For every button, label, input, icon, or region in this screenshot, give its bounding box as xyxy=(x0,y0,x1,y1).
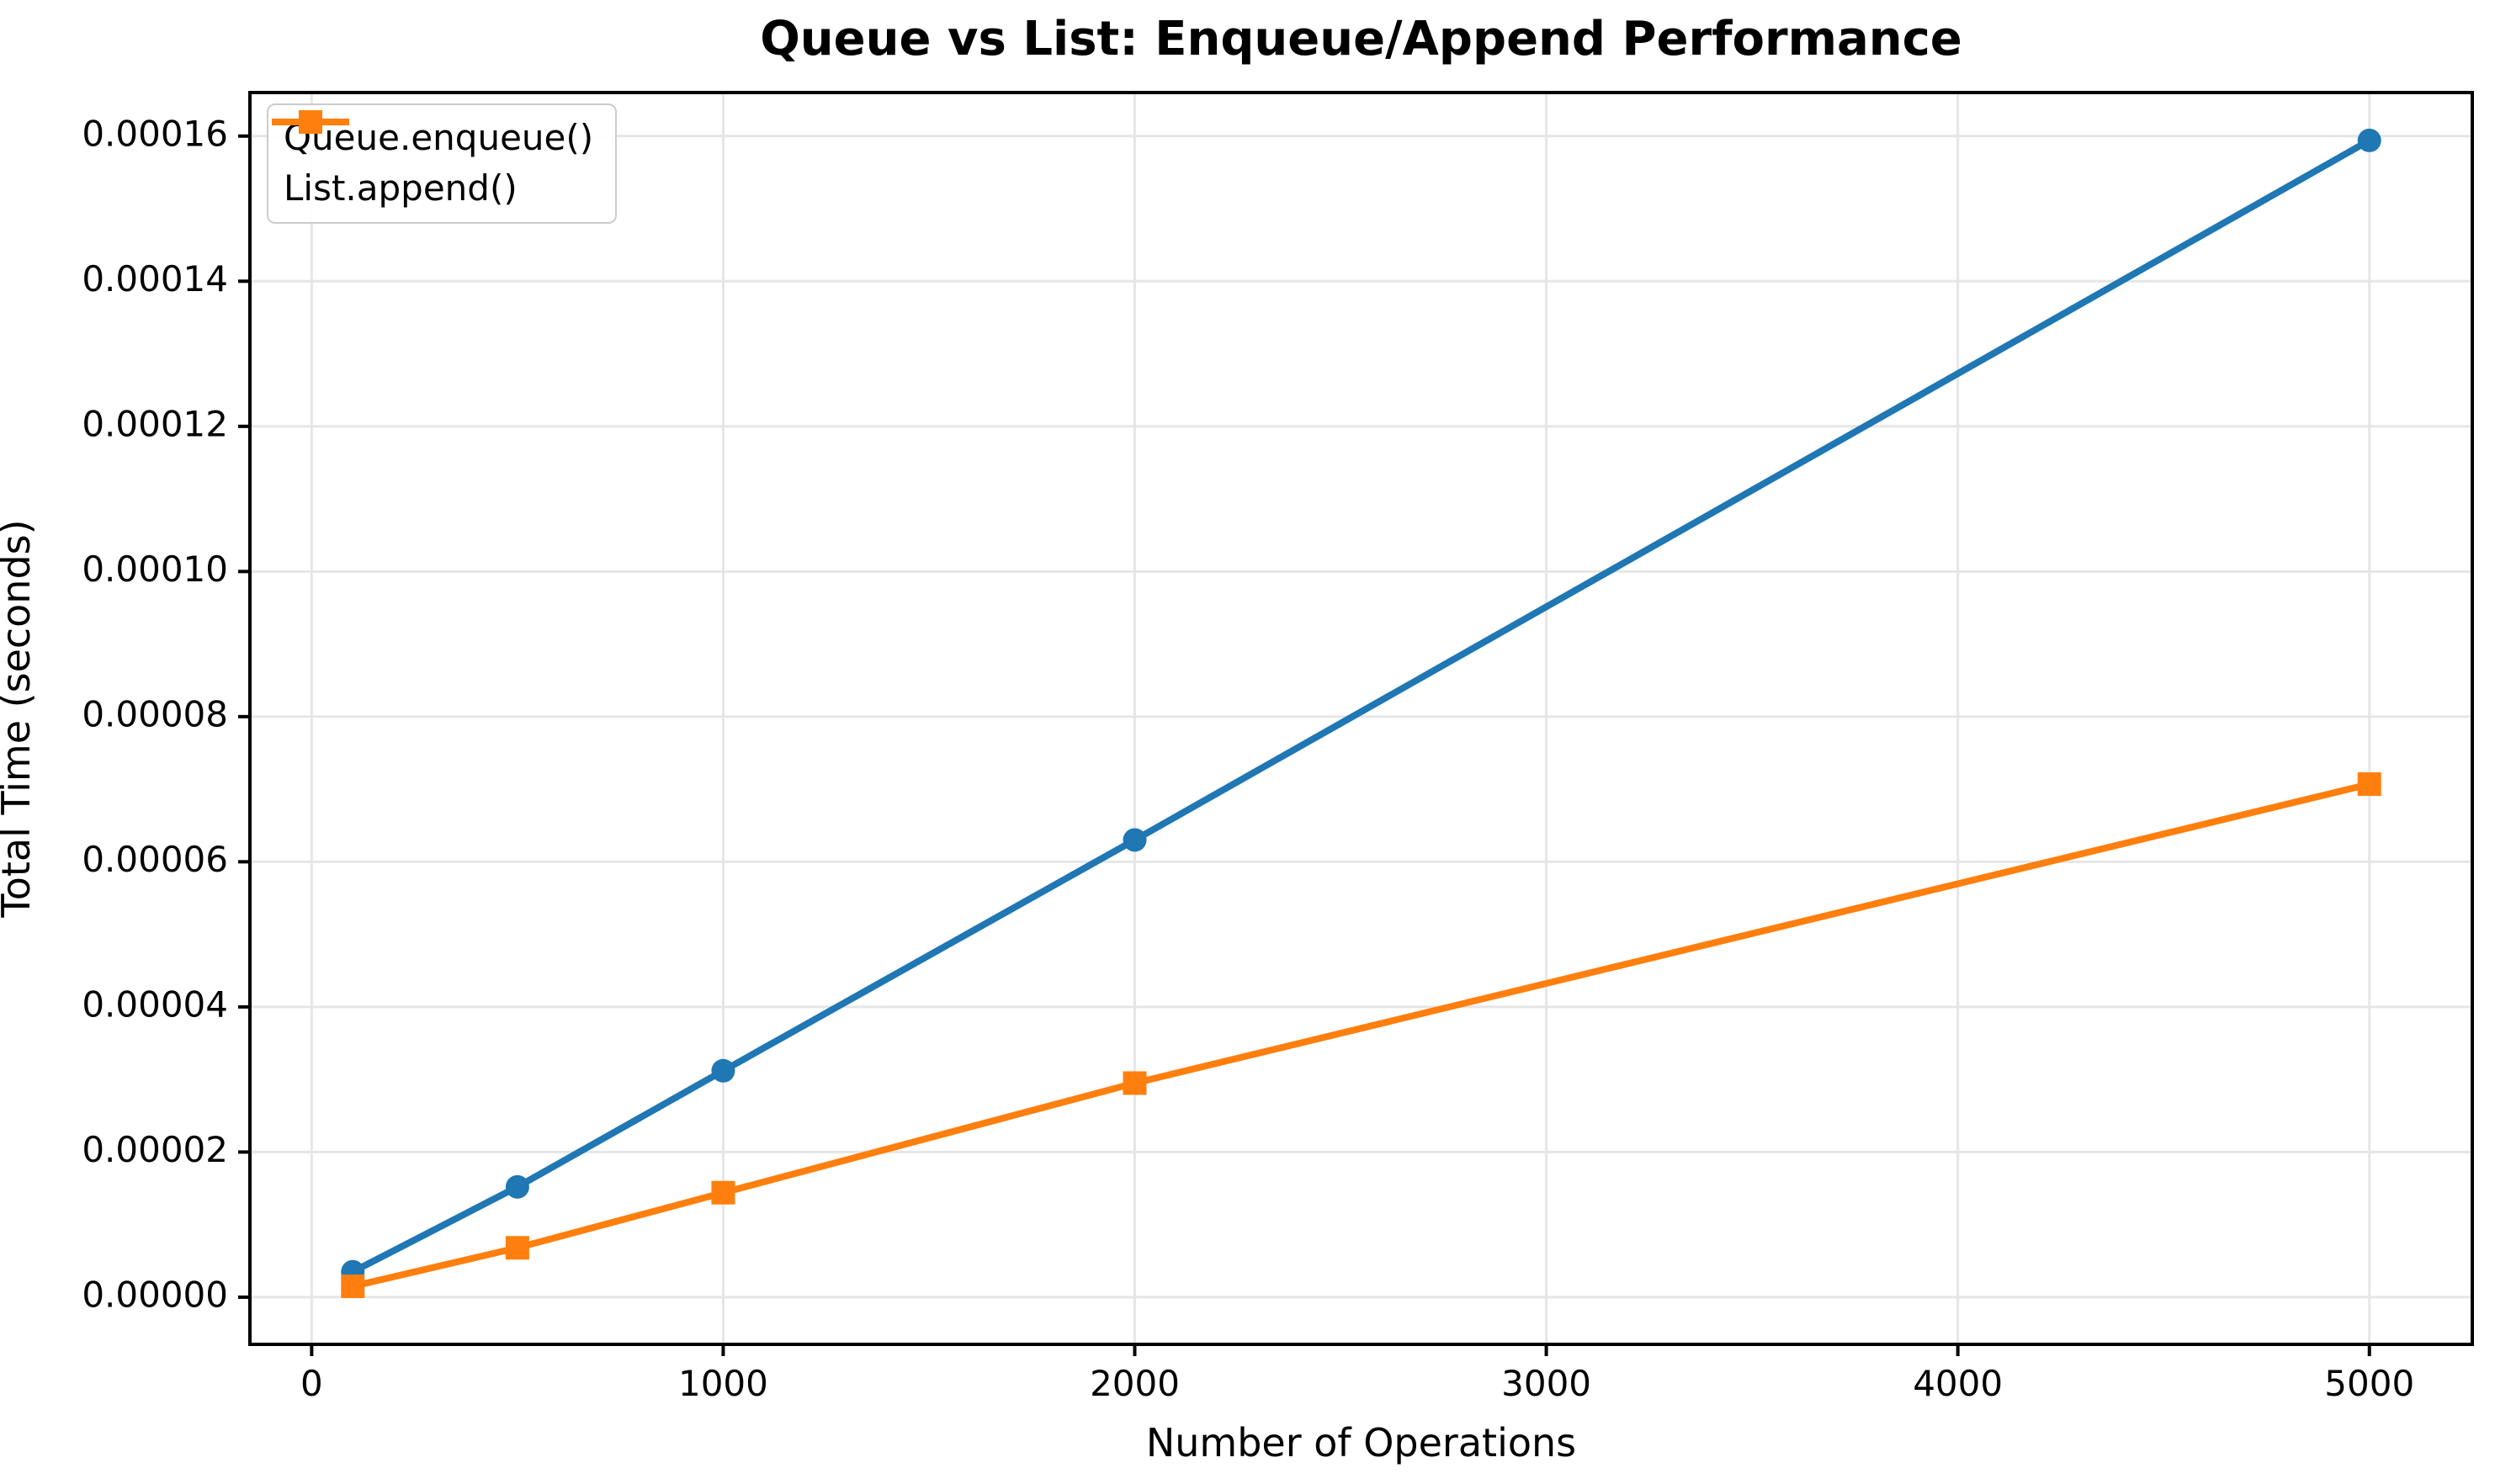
x-axis-label: Number of Operations xyxy=(1145,1420,1577,1465)
data-point-square xyxy=(711,1180,735,1205)
y-axis-label: Total Time (seconds) xyxy=(0,519,39,918)
series-line xyxy=(349,781,2373,1290)
data-point-square xyxy=(505,1236,529,1260)
axes-box xyxy=(248,91,2474,1346)
y-tick-label: 0.00014 xyxy=(82,258,228,299)
x-tick-label: 3000 xyxy=(1501,1363,1591,1404)
y-tick-label: 0.00004 xyxy=(82,983,228,1025)
x-tick-label: 2000 xyxy=(1090,1363,1180,1404)
chart-title: Queue vs List: Enqueue/Append Performanc… xyxy=(760,12,1962,66)
data-point-square xyxy=(341,1274,365,1298)
x-tick-label: 1000 xyxy=(678,1363,768,1404)
data-point-circle xyxy=(711,1058,735,1083)
y-tick-label: 0.00006 xyxy=(82,839,228,880)
legend-label: List.append() xyxy=(284,167,518,209)
series-line xyxy=(349,136,2373,1275)
data-point-circle xyxy=(505,1174,529,1199)
data-point-circle xyxy=(2357,128,2381,152)
x-tick-label: 5000 xyxy=(2324,1363,2414,1404)
y-tick-label: 0.00002 xyxy=(82,1129,228,1170)
y-tick-label: 0.00008 xyxy=(82,693,228,734)
legend-line-square-swatch xyxy=(272,110,349,134)
y-tick-label: 0.00016 xyxy=(82,113,228,154)
y-tick-label: 0.00012 xyxy=(82,403,228,444)
legend: Queue.enqueue() List.append() xyxy=(267,103,618,224)
x-tick-label: 4000 xyxy=(1913,1363,2003,1404)
y-tick-label: 0.00010 xyxy=(82,549,228,590)
y-tick-label: 0.00000 xyxy=(82,1274,228,1315)
x-tick-label: 0 xyxy=(300,1363,323,1404)
data-point-square xyxy=(2357,772,2381,797)
data-point-circle xyxy=(1123,828,1147,852)
data-point-square xyxy=(1123,1071,1147,1095)
legend-item: List.append() xyxy=(272,110,593,209)
